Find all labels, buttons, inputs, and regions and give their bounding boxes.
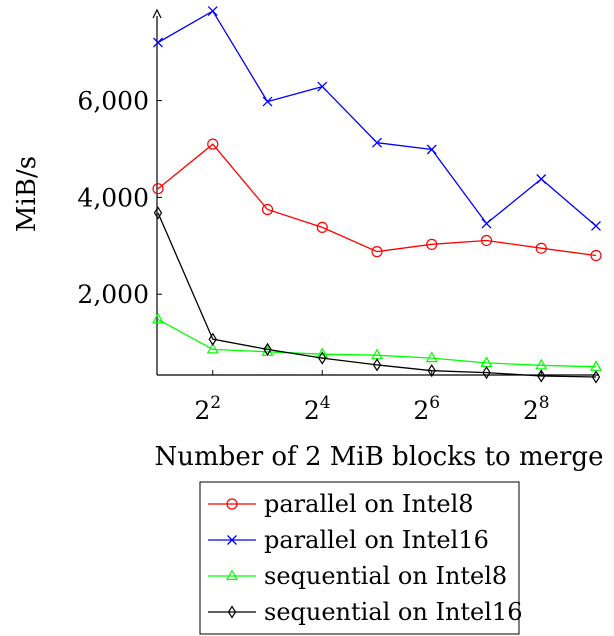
- data-point: [371, 246, 383, 258]
- data-point: [317, 81, 328, 92]
- series-4: [153, 206, 601, 384]
- data-point: [537, 369, 546, 383]
- data-point: [370, 348, 384, 360]
- data-point: [590, 249, 602, 262]
- y-tick-label: 6,000: [77, 87, 149, 116]
- data-point: [372, 358, 382, 372]
- data-point: [425, 351, 438, 363]
- legend-entry: parallel on Intel8: [208, 490, 474, 518]
- axes: [152, 8, 599, 376]
- data-point: [227, 605, 237, 619]
- data-point: [262, 96, 273, 107]
- data-point: [535, 358, 548, 370]
- data-point: [207, 138, 219, 150]
- data-point: [226, 498, 238, 510]
- series-1: [152, 138, 602, 262]
- data-point: [426, 144, 437, 155]
- data-point: [480, 234, 493, 247]
- series-line: [157, 212, 597, 378]
- data-point: [316, 221, 328, 234]
- x-tick-label: 22: [194, 393, 221, 425]
- x-tick-label: 28: [523, 393, 550, 425]
- plot-area: [151, 6, 603, 384]
- data-point: [480, 356, 493, 368]
- legend-entry: sequential on Intel16: [208, 598, 522, 626]
- x-ticks: 22 24 26 28: [194, 370, 550, 425]
- legend-box: [199, 481, 520, 635]
- data-point: [482, 365, 491, 380]
- y-tick-label: 4,000: [77, 183, 149, 212]
- data-point: [227, 535, 237, 545]
- data-point: [208, 332, 217, 346]
- legend-label: parallel on Intel8: [264, 490, 474, 518]
- data-point: [481, 218, 492, 229]
- data-point: [152, 183, 164, 195]
- data-point: [535, 242, 547, 254]
- legend-label: sequential on Intel8: [264, 562, 507, 590]
- data-point: [536, 174, 547, 184]
- data-point: [153, 206, 163, 220]
- data-point: [206, 342, 219, 354]
- series-line: [157, 318, 597, 368]
- data-point: [589, 360, 603, 371]
- data-point: [591, 220, 601, 231]
- series-2: [153, 6, 601, 231]
- y-ticks: 2,000 4,000 6,000: [77, 87, 162, 309]
- legend-entry: sequential on Intel8: [208, 562, 507, 590]
- series-line: [157, 10, 597, 227]
- data-point: [225, 569, 239, 581]
- series-line: [157, 143, 597, 257]
- data-point: [207, 6, 218, 17]
- legend-label: parallel on Intel16: [264, 526, 489, 554]
- data-point: [318, 351, 327, 365]
- legend: parallel on Intel8 parallel on Intel16 seq…: [199, 481, 522, 635]
- y-tick-label: 2,000: [77, 280, 149, 309]
- data-point: [372, 137, 382, 148]
- series-3: [151, 312, 603, 371]
- data-point: [426, 238, 438, 250]
- legend-entry: parallel on Intel16: [208, 526, 489, 554]
- data-point: [151, 312, 165, 324]
- data-point: [261, 203, 274, 216]
- data-point: [591, 370, 601, 384]
- x-axis-label: Number of 2 MiB blocks to merge: [155, 442, 604, 472]
- data-point: [263, 342, 272, 356]
- data-point: [153, 37, 163, 48]
- x-tick-label: 26: [413, 393, 440, 425]
- data-point: [427, 364, 436, 378]
- x-tick-label: 24: [304, 393, 331, 425]
- y-axis-label: MiB/s: [12, 156, 42, 232]
- legend-label: sequential on Intel16: [264, 598, 522, 626]
- y-axis-arrow: [152, 8, 162, 19]
